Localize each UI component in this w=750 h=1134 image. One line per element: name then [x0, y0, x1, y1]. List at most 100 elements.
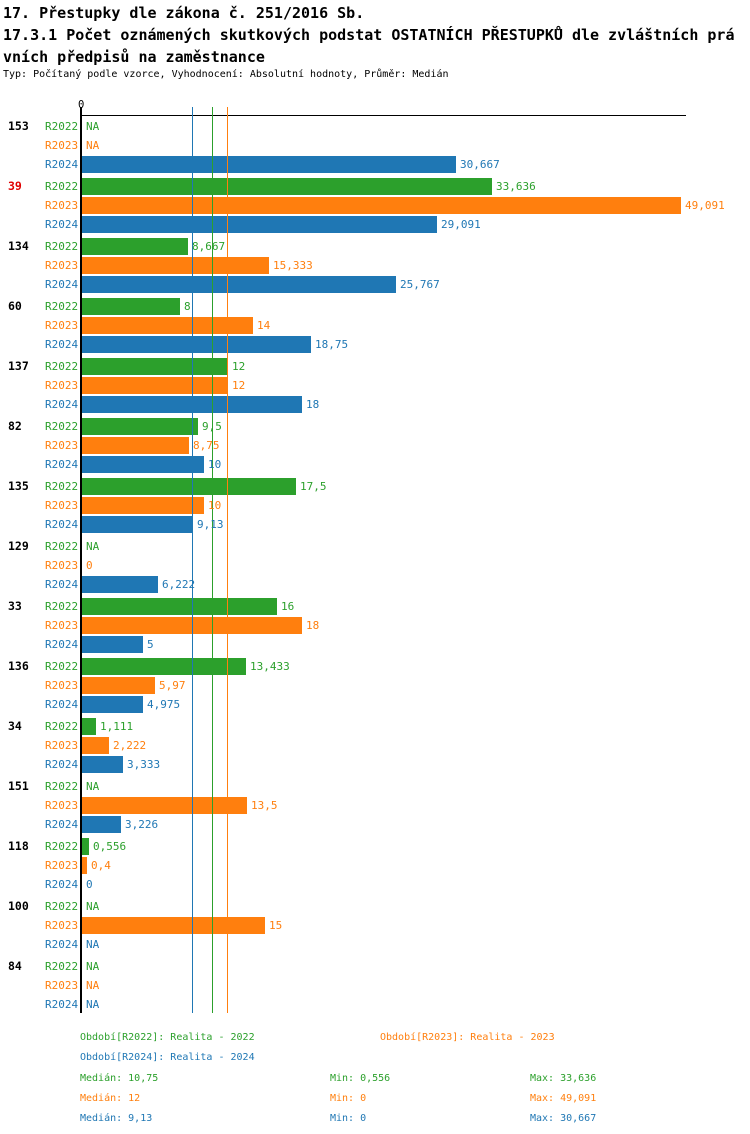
bar-value-label: 13,5 — [251, 799, 278, 812]
category-label: 153 — [8, 119, 29, 133]
series-row-label-r2024: R2024 — [45, 518, 79, 531]
value-label-na: NA — [86, 780, 100, 793]
series-row-label-r2024: R2024 — [45, 758, 79, 771]
series-row-label-r2024: R2024 — [45, 278, 79, 291]
median-line-r2024 — [192, 107, 193, 1013]
stat-median-r2022: Medián: 10,75 — [80, 1073, 159, 1084]
bar-value-label: 16 — [281, 600, 295, 613]
bar-value-label: 0 — [86, 559, 93, 572]
bar-r2024 — [82, 636, 143, 653]
series-row-label-r2023: R2023 — [45, 379, 79, 392]
bar-r2022 — [82, 598, 277, 615]
bar-value-label: 9,5 — [202, 420, 222, 433]
bar-r2024 — [82, 276, 396, 293]
series-row-label-r2024: R2024 — [45, 218, 79, 231]
legend-item-r2023: Období[R2023]: Realita - 2023 — [380, 1032, 555, 1043]
value-label-na: NA — [86, 900, 100, 913]
series-row-label-r2022: R2022 — [45, 840, 79, 853]
legend-item-r2024: Období[R2024]: Realita - 2024 — [80, 1052, 255, 1063]
category-label: 129 — [8, 539, 29, 553]
report-title-line3: vních předpisů na zaměstnance — [3, 48, 265, 66]
series-row-label-r2022: R2022 — [45, 480, 79, 493]
stat-max-r2023: Max: 49,091 — [530, 1093, 597, 1104]
bar-value-label: 3,226 — [125, 818, 159, 831]
bar-value-label: 33,636 — [496, 180, 536, 193]
series-row-label-r2022: R2022 — [45, 720, 79, 733]
bar-r2023 — [82, 737, 109, 754]
value-label-na: NA — [86, 998, 100, 1011]
series-row-label-r2024: R2024 — [45, 698, 79, 711]
bar-value-label: 9,13 — [197, 518, 224, 531]
category-label: 151 — [8, 779, 29, 793]
category-label: 34 — [8, 719, 22, 733]
series-row-label-r2022: R2022 — [45, 360, 79, 373]
bar-value-label: 10 — [208, 458, 222, 471]
series-row-label-r2022: R2022 — [45, 540, 79, 553]
series-row-label-r2022: R2022 — [45, 960, 79, 973]
series-row-label-r2022: R2022 — [45, 780, 79, 793]
series-row-label-r2023: R2023 — [45, 919, 79, 932]
bar-r2023 — [82, 917, 265, 934]
series-row-label-r2023: R2023 — [45, 979, 79, 992]
series-row-label-r2022: R2022 — [45, 120, 79, 133]
category-label: 137 — [8, 359, 29, 373]
series-row-label-r2024: R2024 — [45, 638, 79, 651]
series-row-label-r2022: R2022 — [45, 900, 79, 913]
series-row-label-r2023: R2023 — [45, 139, 79, 152]
bar-value-label: 13,433 — [250, 660, 290, 673]
legend-item-r2022: Období[R2022]: Realita - 2022 — [80, 1032, 255, 1043]
bar-r2022 — [82, 478, 296, 495]
category-label: 135 — [8, 479, 29, 493]
median-line-r2022 — [212, 107, 213, 1013]
series-row-label-r2024: R2024 — [45, 998, 79, 1011]
bar-r2022 — [82, 838, 89, 855]
bar-value-label: 15 — [269, 919, 283, 932]
category-label: 39 — [8, 179, 22, 193]
bar-value-label: 8 — [184, 300, 191, 313]
series-row-label-r2024: R2024 — [45, 398, 79, 411]
bar-value-label: 30,667 — [460, 158, 500, 171]
bar-value-label: 5 — [147, 638, 154, 651]
bar-value-label: 8,667 — [192, 240, 226, 253]
bar-value-label: 17,5 — [300, 480, 327, 493]
series-row-label-r2023: R2023 — [45, 739, 79, 752]
bar-value-label: 12 — [232, 360, 246, 373]
bar-r2022 — [82, 718, 96, 735]
bar-value-label: 8,75 — [193, 439, 220, 452]
report-title-line1: 17. Přestupky dle zákona č. 251/2016 Sb. — [3, 4, 365, 22]
series-row-label-r2022: R2022 — [45, 420, 79, 433]
bar-value-label: 10 — [208, 499, 222, 512]
series-row-label-r2023: R2023 — [45, 559, 79, 572]
bar-r2024 — [82, 456, 204, 473]
series-row-label-r2022: R2022 — [45, 300, 79, 313]
bar-value-label: 18,75 — [315, 338, 349, 351]
category-label: 33 — [8, 599, 22, 613]
bar-value-label: 29,091 — [441, 218, 481, 231]
bar-r2023 — [82, 497, 204, 514]
bar-r2024 — [82, 756, 123, 773]
bar-r2023 — [82, 257, 269, 274]
series-row-label-r2024: R2024 — [45, 338, 79, 351]
series-row-label-r2022: R2022 — [45, 660, 79, 673]
report-subtitle: Typ: Počítaný podle vzorce, Vyhodnocení:… — [3, 69, 449, 80]
bar-r2022 — [82, 418, 198, 435]
bar-value-label: 14 — [257, 319, 271, 332]
bar-value-label: 0,4 — [91, 859, 111, 872]
series-row-label-r2023: R2023 — [45, 619, 79, 632]
bar-r2022 — [82, 298, 180, 315]
series-row-label-r2023: R2023 — [45, 859, 79, 872]
series-row-label-r2023: R2023 — [45, 679, 79, 692]
x-axis-zero-tick-label: 0 — [78, 99, 85, 111]
bar-r2023 — [82, 437, 189, 454]
category-label: 82 — [8, 419, 22, 433]
value-label-na: NA — [86, 938, 100, 951]
category-label: 136 — [8, 659, 29, 673]
bar-value-label: 25,767 — [400, 278, 440, 291]
bar-value-label: 49,091 — [685, 199, 725, 212]
bar-value-label: 4,975 — [147, 698, 181, 711]
bar-r2023 — [82, 377, 228, 394]
bar-r2022 — [82, 658, 246, 675]
bar-value-label: 6,222 — [162, 578, 196, 591]
bar-value-label: 18 — [306, 398, 320, 411]
